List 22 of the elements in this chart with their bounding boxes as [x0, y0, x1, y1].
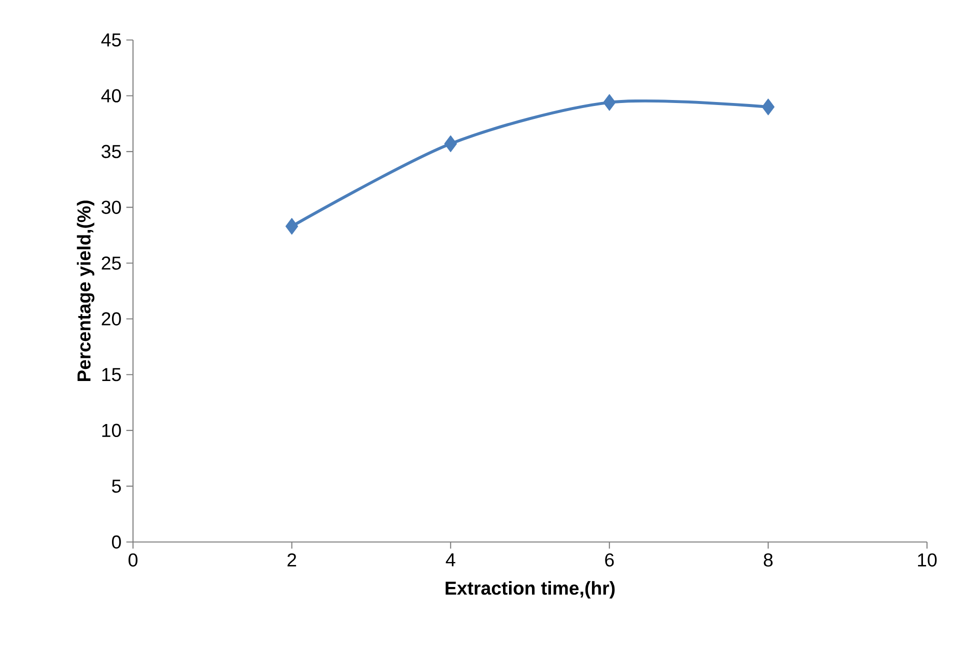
- y-axis-title: Percentage yield,(%): [76, 200, 94, 382]
- point: [762, 98, 775, 116]
- x-axis-title: Extraction time,(hr): [446, 581, 615, 598]
- point: [603, 94, 616, 111]
- y-tick-label: 40: [101, 89, 121, 102]
- x-tick-label: 0: [128, 553, 138, 567]
- y-tick-label: 25: [102, 256, 121, 270]
- y-tick-label: 35: [102, 144, 121, 158]
- y-tick-label: 5: [112, 480, 121, 493]
- y-tick-label: 15: [102, 368, 121, 382]
- x-tick-label: 6: [605, 553, 614, 567]
- y-tick-label: 45: [101, 33, 121, 47]
- point: [285, 218, 298, 235]
- x-tick-label: 8: [764, 553, 773, 567]
- point: [444, 135, 457, 152]
- y-tick-label: 20: [102, 312, 121, 326]
- x-tick-label: 4: [446, 553, 456, 566]
- y-tick-label: 0: [112, 535, 121, 549]
- x-tick-label: 2: [288, 553, 296, 566]
- y-tick-label: 10: [102, 424, 121, 438]
- x-tick-label: 10: [918, 553, 937, 567]
- y-tick-label: 30: [102, 200, 121, 214]
